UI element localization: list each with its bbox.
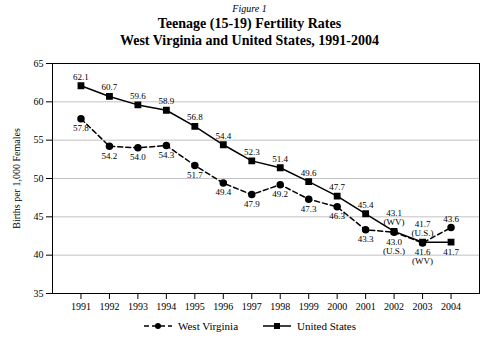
svg-text:1995: 1995 bbox=[185, 301, 205, 312]
svg-text:49.6: 49.6 bbox=[301, 168, 317, 178]
svg-text:51.7: 51.7 bbox=[187, 170, 203, 180]
svg-text:2000: 2000 bbox=[327, 301, 347, 312]
svg-text:2002: 2002 bbox=[384, 301, 404, 312]
svg-text:55: 55 bbox=[34, 134, 44, 145]
svg-text:41.7(U.S.): 41.7(U.S.) bbox=[412, 219, 434, 238]
svg-text:2003: 2003 bbox=[413, 301, 433, 312]
html-text:United States: United States bbox=[297, 320, 356, 332]
svg-text:47.9: 47.9 bbox=[244, 199, 260, 209]
svg-text:65: 65 bbox=[34, 58, 44, 69]
svg-text:46.3: 46.3 bbox=[329, 211, 345, 221]
svg-text:1998: 1998 bbox=[270, 301, 290, 312]
svg-text:50: 50 bbox=[34, 173, 44, 184]
svg-text:54.3: 54.3 bbox=[158, 150, 174, 160]
svg-text:54.0: 54.0 bbox=[130, 152, 146, 162]
svg-text:41.6(WV): 41.6(WV) bbox=[412, 247, 433, 266]
svg-text:2004: 2004 bbox=[441, 301, 461, 312]
svg-text:54.2: 54.2 bbox=[102, 151, 118, 161]
svg-text:2001: 2001 bbox=[356, 301, 376, 312]
svg-text:58.9: 58.9 bbox=[158, 96, 174, 106]
svg-text:Births per 1,000 Females: Births per 1,000 Females bbox=[11, 128, 22, 229]
svg-text:62.1: 62.1 bbox=[73, 72, 89, 82]
svg-text:1991: 1991 bbox=[71, 301, 91, 312]
svg-text:1994: 1994 bbox=[156, 301, 176, 312]
svg-text:45: 45 bbox=[34, 211, 44, 222]
svg-text:1999: 1999 bbox=[299, 301, 319, 312]
svg-text:40: 40 bbox=[34, 249, 44, 260]
svg-text:60.7: 60.7 bbox=[102, 82, 118, 92]
svg-text:51.4: 51.4 bbox=[272, 154, 288, 164]
svg-text:54.4: 54.4 bbox=[215, 131, 231, 141]
svg-text:56.8: 56.8 bbox=[187, 112, 203, 122]
svg-text:57.8: 57.8 bbox=[73, 123, 89, 133]
svg-text:60: 60 bbox=[34, 96, 44, 107]
svg-text:43.3: 43.3 bbox=[358, 234, 374, 244]
svg-text:43.1(WV): 43.1(WV) bbox=[384, 208, 405, 227]
svg-text:1997: 1997 bbox=[242, 301, 262, 312]
svg-text:35: 35 bbox=[34, 288, 44, 299]
html-text:Teenage (15-19) Fertility Rate: Teenage (15-19) Fertility Rates West Vir… bbox=[120, 16, 379, 48]
svg-text:47.7: 47.7 bbox=[329, 182, 345, 192]
svg-text:41.7: 41.7 bbox=[443, 247, 459, 257]
svg-text:47.3: 47.3 bbox=[301, 204, 317, 214]
svg-text:59.6: 59.6 bbox=[130, 91, 146, 101]
svg-text:49.2: 49.2 bbox=[272, 189, 288, 199]
svg-text:1992: 1992 bbox=[99, 301, 119, 312]
svg-text:43.6: 43.6 bbox=[443, 214, 459, 224]
svg-text:43.0(U.S.): 43.0(U.S.) bbox=[383, 237, 405, 256]
svg-text:1996: 1996 bbox=[213, 301, 233, 312]
svg-text:45.4: 45.4 bbox=[358, 200, 374, 210]
html-text:Figure 1: Figure 1 bbox=[232, 3, 267, 14]
svg-text:52.3: 52.3 bbox=[244, 147, 260, 157]
html-text:West Virginia: West Virginia bbox=[178, 320, 238, 332]
svg-text:49.4: 49.4 bbox=[215, 187, 231, 197]
svg-text:1993: 1993 bbox=[128, 301, 148, 312]
